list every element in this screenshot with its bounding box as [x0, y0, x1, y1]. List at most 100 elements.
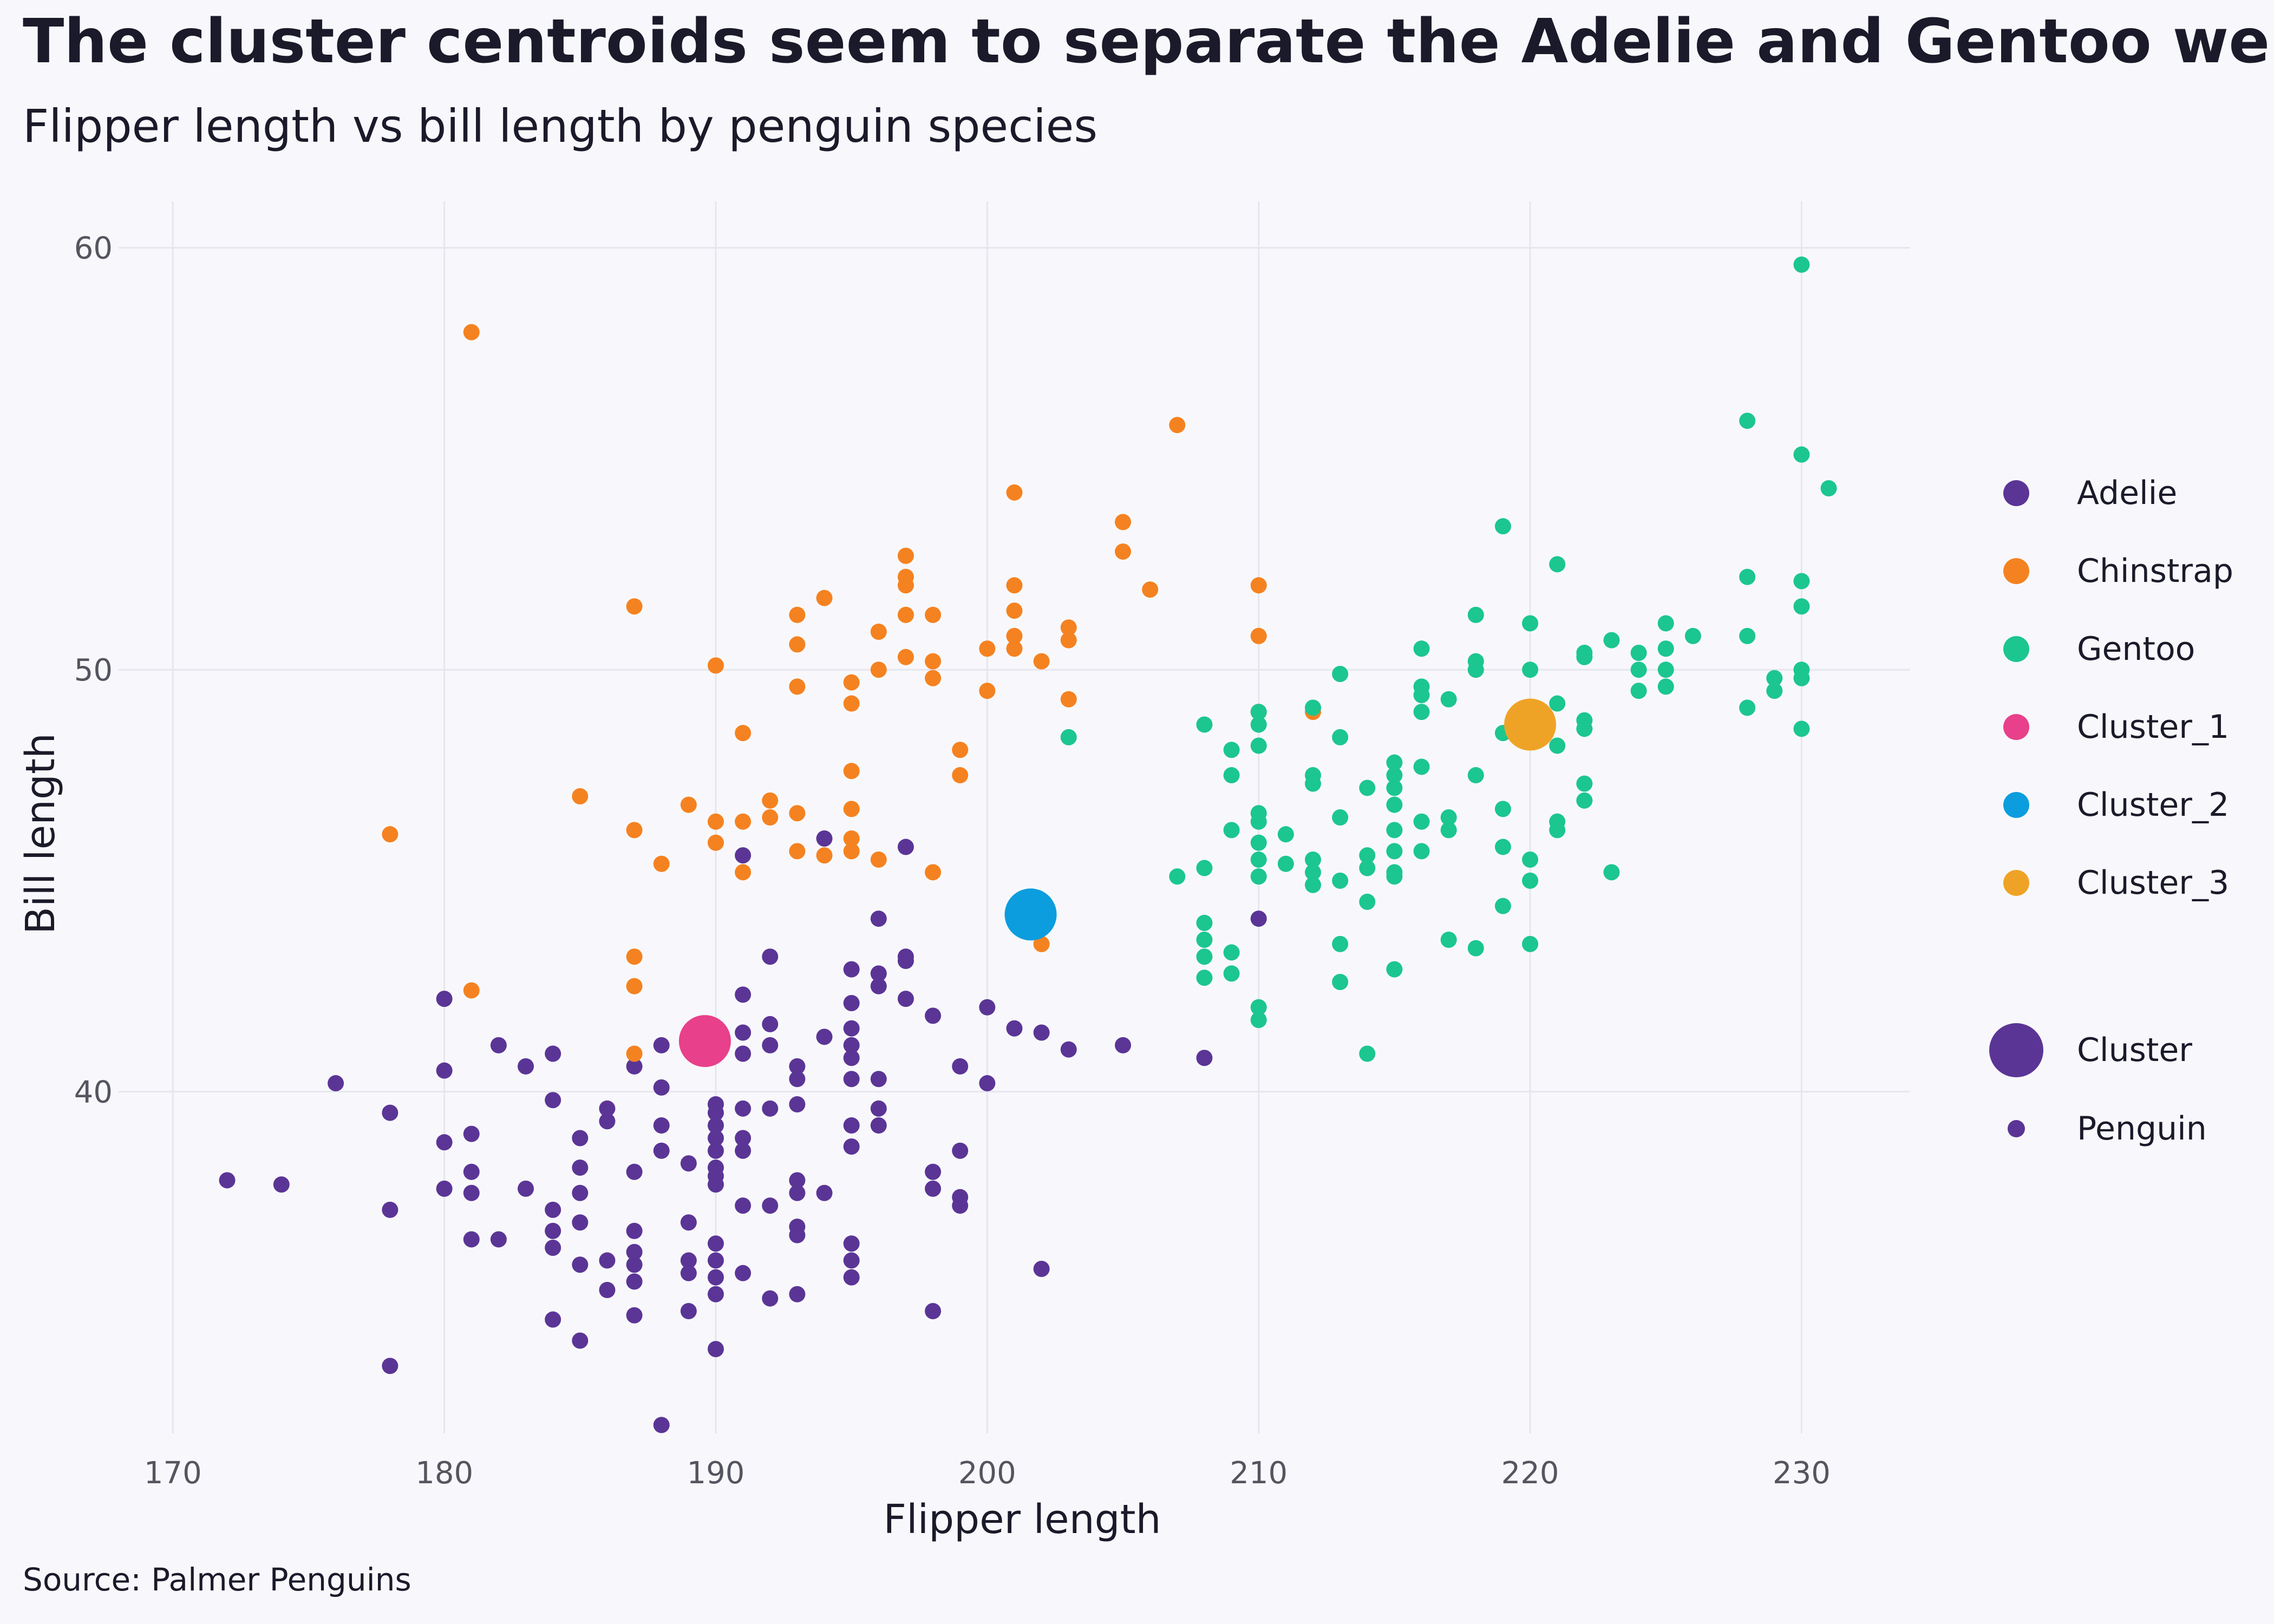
- gentoo-point: [1250, 737, 1267, 754]
- gentoo-point: [1250, 851, 1267, 868]
- adelie-point: [463, 1184, 480, 1201]
- gentoo-point: [1630, 662, 1647, 678]
- adelie-point: [735, 1024, 752, 1041]
- gentoo-point: [1603, 864, 1620, 881]
- gentoo-point: [1576, 649, 1593, 665]
- gentoo-point: [1359, 780, 1376, 796]
- adelie-point: [735, 1045, 752, 1062]
- gentoo-point: [1494, 801, 1511, 817]
- adelie-point: [979, 999, 996, 1016]
- x-tick-label: 210: [1230, 1456, 1288, 1491]
- chinstrap-point: [979, 640, 996, 657]
- y-axis-label: Bill length: [17, 733, 64, 934]
- adelie-point: [789, 1071, 806, 1088]
- gentoo-point: [1196, 948, 1213, 965]
- adelie-point: [897, 839, 914, 855]
- adelie-point: [735, 1197, 752, 1214]
- adelie-point: [762, 1037, 779, 1053]
- chinstrap-point: [897, 649, 914, 665]
- gentoo-point: [1657, 640, 1674, 657]
- gentoo-point: [1223, 822, 1240, 839]
- gentoo-point: [1440, 691, 1457, 708]
- gentoo-point: [1440, 932, 1457, 948]
- adelie-point: [816, 1184, 833, 1201]
- adelie-point: [545, 1240, 561, 1256]
- chart-title: The cluster centroids seem to separate t…: [23, 6, 2274, 77]
- adelie-point: [708, 1252, 724, 1269]
- adelie-point: [925, 1302, 942, 1319]
- gentoo-point: [1467, 606, 1484, 623]
- adelie-point: [708, 1104, 724, 1121]
- legend-label: Cluster_2: [2077, 786, 2229, 824]
- gentoo-point: [1766, 670, 1783, 686]
- adelie-point: [463, 1163, 480, 1180]
- adelie-point: [925, 1007, 942, 1024]
- gentoo-point: [1196, 914, 1213, 931]
- adelie-point: [518, 1058, 534, 1075]
- adelie-point: [708, 1117, 724, 1134]
- adelie-point: [789, 1184, 806, 1201]
- gentoo-point: [1305, 699, 1321, 716]
- adelie-point: [626, 1222, 643, 1239]
- gentoo-point: [1305, 864, 1321, 881]
- adelie-point: [708, 1130, 724, 1147]
- gentoo-point: [1630, 645, 1647, 662]
- adelie-point: [273, 1176, 290, 1193]
- adelie-point: [490, 1037, 507, 1053]
- adelie-point: [463, 1231, 480, 1248]
- gentoo-point: [1793, 573, 1810, 590]
- chinstrap-point: [653, 855, 670, 872]
- adelie-point: [1250, 911, 1267, 927]
- chinstrap-point: [789, 606, 806, 623]
- legend-key-cluster-1: [2003, 714, 2029, 740]
- x-tick-labels: 170 180 190 200 210 220 230: [144, 1456, 1831, 1491]
- adelie-point: [735, 1100, 752, 1117]
- legend-key-adelie: [2003, 480, 2029, 506]
- source-note: Source: Palmer Penguins: [23, 1561, 411, 1598]
- gentoo-point: [1793, 670, 1810, 686]
- gentoo-point: [1386, 868, 1403, 885]
- adelie-point: [708, 1235, 724, 1252]
- gentoo-point: [1413, 704, 1430, 721]
- gentoo-point: [1277, 826, 1294, 843]
- chinstrap-point: [1033, 653, 1050, 670]
- adelie-point: [789, 1227, 806, 1243]
- chinstrap-point: [789, 636, 806, 653]
- x-axis-label: Flipper length: [884, 1496, 1161, 1543]
- chinstrap-point: [708, 657, 724, 674]
- gentoo-point: [1467, 767, 1484, 784]
- adelie-point: [1033, 1024, 1050, 1041]
- gentoo-point: [1250, 716, 1267, 733]
- chinstrap-point: [843, 801, 860, 817]
- chinstrap-point: [1006, 627, 1023, 644]
- adelie-point: [843, 1050, 860, 1066]
- cluster-1-centroid: [678, 1015, 731, 1068]
- adelie-point: [925, 1163, 942, 1180]
- adelie-point: [626, 1058, 643, 1075]
- chinstrap-point: [843, 695, 860, 712]
- gentoo-point: [1386, 796, 1403, 813]
- chinstrap-point: [1250, 577, 1267, 594]
- gentoo-point: [1739, 412, 1756, 429]
- adelie-point: [708, 1286, 724, 1302]
- adelie-point: [653, 1037, 670, 1053]
- adelie-point: [870, 965, 887, 982]
- chinstrap-point: [1006, 603, 1023, 619]
- adelie-point: [653, 1417, 670, 1433]
- adelie-point: [680, 1252, 697, 1269]
- chinstrap-point: [382, 826, 398, 843]
- centroid-markers: [678, 698, 1557, 1068]
- chinstrap-point: [626, 978, 643, 994]
- chinstrap-point: [789, 805, 806, 822]
- plot-points: [219, 256, 1837, 1433]
- adelie-point: [1115, 1037, 1132, 1053]
- gentoo-point: [1250, 834, 1267, 851]
- adelie-point: [708, 1269, 724, 1286]
- gentoo-point: [1793, 446, 1810, 463]
- gentoo-point: [1684, 627, 1701, 644]
- adelie-point: [626, 1273, 643, 1290]
- adelie-point: [843, 994, 860, 1011]
- chinstrap-point: [979, 683, 996, 699]
- adelie-point: [545, 1311, 561, 1328]
